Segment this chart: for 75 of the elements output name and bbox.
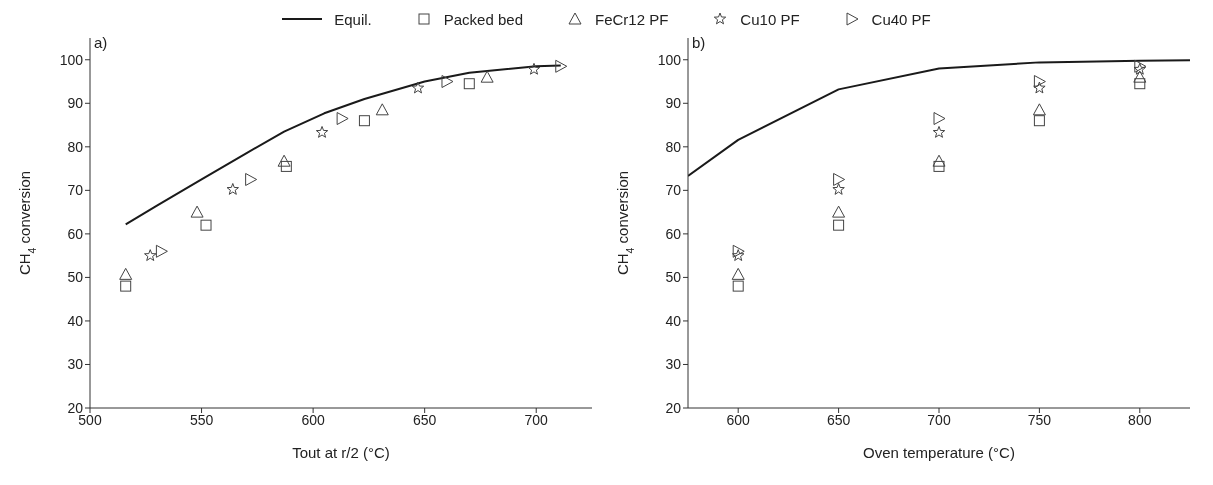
x-tick-label: 600 (301, 411, 325, 428)
point (190, 205, 204, 218)
point (336, 112, 349, 126)
x-tick-label: 750 (1027, 411, 1052, 428)
point (1134, 78, 1146, 90)
point (280, 160, 292, 172)
point (933, 112, 946, 126)
y-tick-label: 100 (657, 51, 682, 68)
point (480, 70, 494, 83)
point (1033, 81, 1046, 94)
point (833, 219, 845, 231)
point (731, 249, 745, 261)
point (155, 244, 168, 258)
legend-label: Equil. (334, 10, 372, 28)
point (226, 182, 239, 195)
x-tick-label: 600 (726, 411, 751, 428)
point (555, 59, 568, 73)
point (277, 154, 291, 167)
x-axis-title: Oven temperature (°C) (863, 444, 1015, 461)
legend-label: Cu40 PF (871, 10, 931, 28)
annotation: a) (94, 34, 108, 51)
point (833, 172, 846, 186)
y-tick-label: 60 (665, 225, 682, 242)
y-tick-label: 80 (67, 138, 84, 155)
line-series (688, 59, 1190, 177)
point (245, 172, 258, 186)
point (527, 62, 541, 75)
point (463, 78, 475, 90)
point (1033, 115, 1045, 127)
y-tick-label: 30 (67, 356, 84, 373)
y-tick-label: 20 (665, 399, 682, 416)
point (375, 103, 389, 116)
x-tick-label: 700 (927, 411, 951, 428)
y-tick-label: 90 (67, 95, 84, 112)
point (832, 182, 845, 195)
legend-label: Packed bed (443, 10, 523, 28)
point (1133, 70, 1147, 83)
point (732, 280, 744, 292)
x-tick-label: 650 (826, 411, 851, 428)
point (144, 249, 157, 261)
point (1033, 75, 1046, 89)
y-tick-label: 40 (67, 312, 84, 329)
point (120, 280, 132, 292)
y-tick-label: 90 (665, 95, 682, 112)
y-tick-label: 100 (59, 51, 84, 68)
y-tick-label: 50 (665, 269, 682, 286)
point (932, 125, 946, 138)
y-tick-label: 30 (665, 356, 682, 373)
x-axis-title: Tout at r/2 (°C) (292, 444, 390, 461)
point (315, 125, 329, 138)
point (832, 205, 846, 218)
y-tick-label: 70 (665, 182, 682, 199)
y-tick-label: 40 (665, 312, 682, 329)
point (411, 81, 425, 94)
y-tick-label: 60 (67, 225, 84, 242)
point (731, 267, 745, 280)
point (932, 154, 946, 167)
legend-label: FeCr12 PF (595, 10, 669, 28)
y-tick-label: 50 (67, 269, 84, 286)
y-tick-label: 80 (665, 138, 682, 155)
point (200, 219, 212, 231)
point (119, 267, 133, 280)
point (441, 75, 454, 89)
point (358, 115, 370, 127)
y-tick-label: 20 (67, 399, 84, 416)
legend-label: Cu10 PF (740, 10, 800, 28)
x-tick-label: 700 (524, 411, 549, 428)
x-tick-label: 650 (412, 411, 437, 428)
x-tick-label: 550 (189, 411, 214, 428)
point (1032, 103, 1046, 116)
point (933, 160, 945, 172)
annotation: b) (692, 34, 706, 51)
x-tick-label: 800 (1128, 411, 1152, 428)
point (732, 244, 745, 258)
y-tick-label: 70 (67, 182, 84, 199)
